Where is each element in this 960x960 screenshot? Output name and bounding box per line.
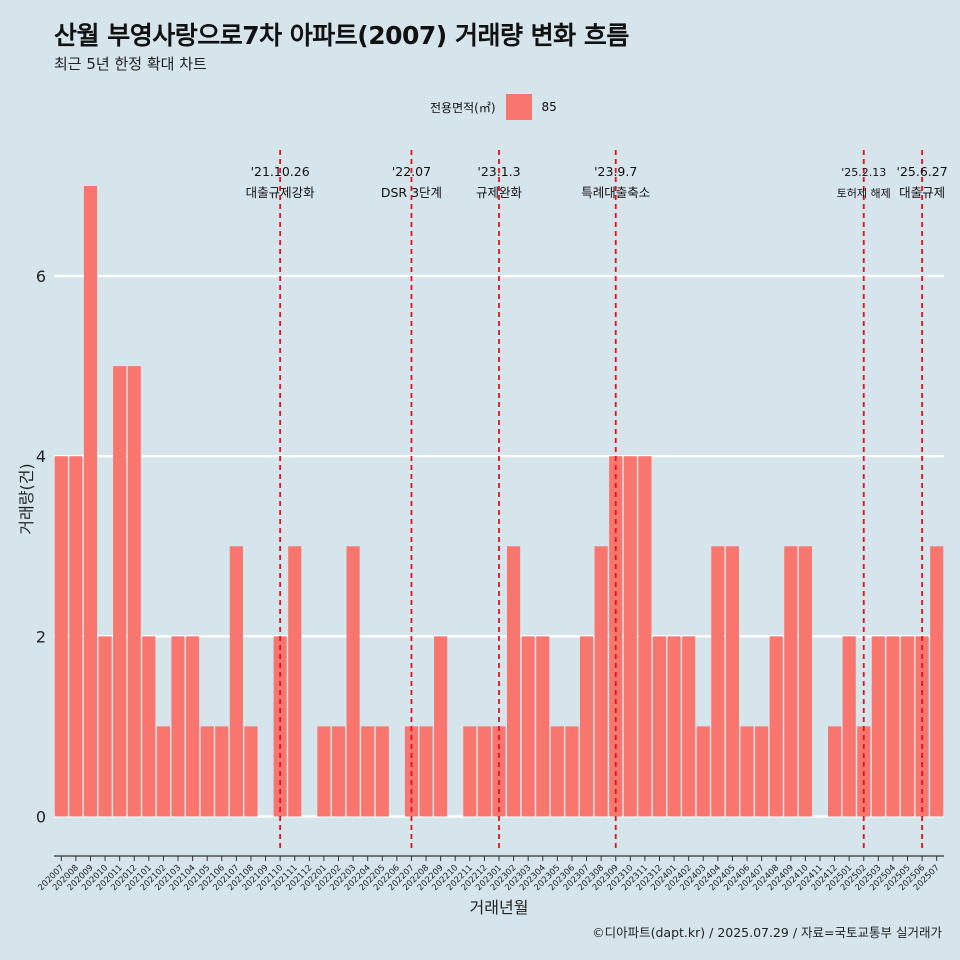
annotation-label-202207: DSR 3단계 — [381, 185, 442, 200]
y-tick-label-6: 6 — [36, 267, 46, 286]
bar-202409 — [784, 546, 798, 817]
annotation-label-202506: 대출규제 — [899, 185, 945, 200]
annotation-label-202309: 특례대출축소 — [581, 185, 650, 200]
bar-202410 — [798, 546, 812, 817]
y-axis-title: 거래량(건) — [17, 463, 36, 534]
bar-202505 — [900, 636, 915, 817]
bar-202107 — [229, 546, 243, 817]
bar-202010 — [98, 636, 112, 817]
bar-202007 — [54, 456, 68, 817]
bar-202204 — [361, 726, 375, 817]
annotation-date-202506: '25.6.27 — [897, 164, 948, 179]
bar-202507 — [930, 546, 944, 817]
bar-202504 — [886, 636, 900, 817]
bar-202106 — [215, 726, 229, 817]
bar-202306 — [565, 726, 579, 817]
bar-202104 — [186, 636, 200, 817]
bar-202008 — [69, 456, 83, 817]
bar-202102 — [156, 726, 170, 817]
bar-202203 — [346, 546, 360, 817]
page-subtitle: 최근 5년 한정 확대 차트 — [54, 55, 207, 73]
bar-202011 — [113, 366, 127, 817]
bar-202308 — [594, 546, 608, 817]
bar-202205 — [375, 726, 389, 817]
bar-202408 — [769, 636, 783, 817]
bar-202302 — [507, 546, 521, 817]
annotation-label-202502: 토허제 해제 — [837, 186, 891, 200]
bar-202401 — [667, 636, 681, 817]
bar-202310 — [623, 456, 637, 817]
bar-202403 — [696, 726, 710, 817]
bar-202009 — [83, 186, 98, 817]
annotation-label-202110: 대출규제강화 — [246, 185, 316, 200]
x-axis-title: 거래년월 — [470, 898, 529, 917]
bar-202304 — [536, 636, 550, 817]
bar-202101 — [142, 636, 156, 817]
bar-202307 — [579, 636, 594, 817]
bar-202202 — [331, 726, 346, 817]
bar-202209 — [434, 636, 448, 817]
annotation-date-202502: '25.2.13 — [841, 166, 886, 179]
legend-label-85: 85 — [541, 100, 557, 114]
bar-202503 — [871, 636, 885, 817]
legend-title: 전용면적(㎡) — [430, 100, 496, 115]
y-tick-label-0: 0 — [36, 807, 46, 826]
annotation-label-202301: 규제완화 — [476, 185, 523, 200]
bar-202407 — [755, 726, 769, 817]
annotation-date-202301: '23.1.3 — [477, 164, 520, 179]
legend-swatch-85 — [505, 94, 532, 120]
bar-202201 — [317, 726, 331, 817]
bar-202111 — [288, 546, 302, 817]
bar-202412 — [828, 726, 842, 817]
footer-caption: ©디아파트(dapt.kr) / 2025.07.29 / 자료=국토교통부 실… — [592, 925, 942, 940]
bar-202108 — [244, 726, 258, 817]
page-title: 산월 부영사랑으로7차 아파트(2007) 거래량 변화 흐름 — [54, 21, 629, 50]
bar-202208 — [419, 726, 433, 817]
y-tick-label-4: 4 — [36, 447, 46, 466]
annotation-date-202207: '22.07 — [392, 164, 431, 179]
bar-202303 — [521, 636, 535, 817]
bar-202501 — [842, 636, 856, 817]
bar-202311 — [638, 456, 652, 817]
bar-202105 — [200, 726, 214, 817]
annotation-date-202110: '21.10.26 — [251, 164, 310, 179]
bar-202212 — [477, 726, 491, 817]
bar-202312 — [652, 636, 667, 817]
bar-202405 — [725, 546, 740, 817]
bar-202103 — [171, 636, 185, 817]
bar-202211 — [463, 726, 477, 817]
legend: 전용면적(㎡) 85 — [430, 93, 557, 121]
bar-202402 — [682, 636, 696, 817]
annotation-date-202309: '23.9.7 — [594, 164, 637, 179]
bar-202404 — [711, 546, 725, 817]
y-tick-label-2: 2 — [36, 627, 46, 646]
bar-202305 — [550, 726, 564, 817]
bar-202406 — [740, 726, 754, 817]
bar-202012 — [127, 366, 141, 817]
